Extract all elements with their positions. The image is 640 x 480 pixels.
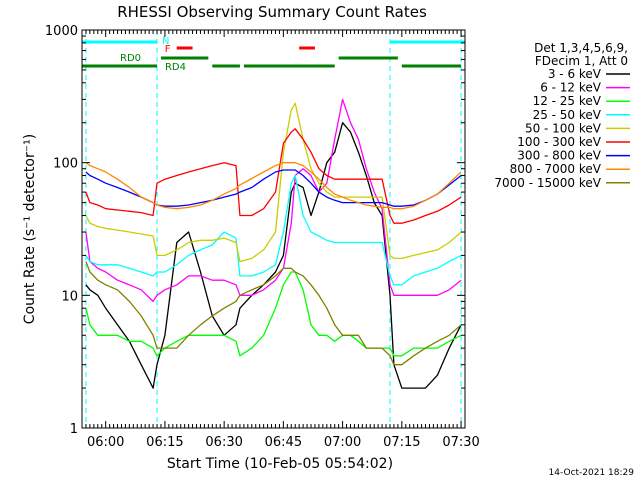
series-line-5 — [85, 128, 462, 224]
y-tick-label-2: 100 — [53, 157, 78, 172]
legend-header-1: FDecim 1, Att 0 — [535, 54, 628, 68]
flare-label: F — [165, 44, 171, 55]
series-line-3 — [85, 174, 462, 286]
rd4-label: RD4 — [165, 62, 186, 73]
series-line-7 — [85, 162, 462, 210]
x-tick-label-4: 07:00 — [324, 435, 361, 450]
legend-label-2: 12 - 25 keV — [533, 94, 602, 108]
x-tick-label-5: 07:15 — [383, 435, 420, 450]
y-tick-label-0: 1 — [70, 422, 78, 437]
y-tick-label-1: 10 — [61, 289, 78, 304]
series-line-1 — [85, 98, 462, 303]
series-line-6 — [85, 169, 462, 207]
y-axis-label: Count Rate (s⁻¹ detector⁻¹) — [22, 134, 38, 324]
series-line-8 — [85, 261, 462, 366]
plot-frame — [81, 29, 466, 429]
legend-header-0: Det 1,3,4,5,6,9, — [534, 41, 628, 55]
x-tick-label-1: 06:15 — [146, 435, 183, 450]
x-tick-label-2: 06:30 — [205, 435, 242, 450]
x-axis-label: Start Time (10-Feb-05 05:54:02) — [167, 456, 393, 472]
series-line-2 — [85, 271, 462, 357]
x-tick-label-6: 07:30 — [442, 435, 479, 450]
chart-title: RHESSI Observing Summary Count Rates — [117, 3, 427, 21]
series-lines — [85, 98, 462, 389]
x-axis-ticks: 06:00 06:15 06:30 06:45 07:00 07:15 07:30 — [81, 30, 480, 450]
rd0-label: RD0 — [120, 53, 141, 64]
annotation-bars: NF RD0 RD4 — [82, 30, 465, 428]
y-tick-label-3: 1000 — [45, 24, 78, 39]
night-label: N — [162, 36, 169, 47]
legend: Det 1,3,4,5,6,9,FDecim 1, Att 03 - 6 keV… — [494, 41, 630, 190]
series-line-0 — [85, 122, 462, 389]
legend-label-7: 800 - 7000 keV — [510, 162, 602, 176]
legend-label-0: 3 - 6 keV — [548, 67, 602, 81]
x-tick-label-3: 06:45 — [265, 435, 302, 450]
x-tick-label-0: 06:00 — [87, 435, 124, 450]
series-line-4 — [85, 102, 462, 263]
footer-timestamp: 14-Oct-2021 18:29 — [549, 468, 635, 478]
legend-label-5: 100 - 300 keV — [517, 135, 601, 149]
legend-label-4: 50 - 100 keV — [525, 121, 602, 135]
legend-label-6: 300 - 800 keV — [517, 149, 601, 163]
legend-label-3: 25 - 50 keV — [533, 108, 602, 122]
y-axis-ticks: 1 10 100 1000 — [45, 24, 465, 437]
legend-label-8: 7000 - 15000 keV — [494, 176, 601, 190]
legend-label-1: 6 - 12 keV — [540, 81, 602, 95]
